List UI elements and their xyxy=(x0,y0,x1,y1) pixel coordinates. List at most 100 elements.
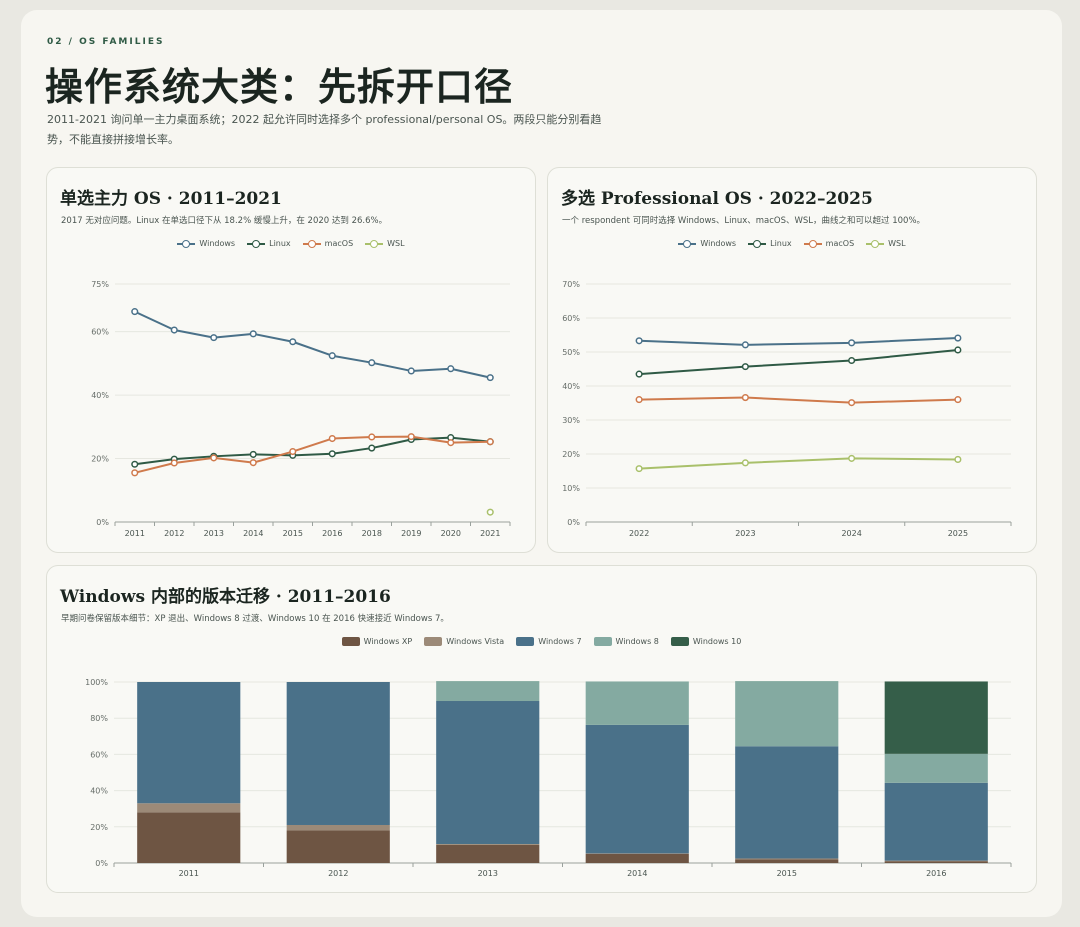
data-point-windows[interactable] xyxy=(848,339,856,347)
bar-segment-windows-8[interactable] xyxy=(436,681,540,702)
data-point-macos[interactable] xyxy=(368,433,376,441)
data-point-windows[interactable] xyxy=(486,374,494,382)
data-point-macos[interactable] xyxy=(848,399,856,407)
data-point-linux[interactable] xyxy=(368,444,376,452)
x-tick-label: 2013 xyxy=(478,869,498,878)
bar-segment-windows-8[interactable] xyxy=(585,681,689,725)
bar-segment-windows-vista[interactable] xyxy=(884,860,988,862)
bar-segment-windows-vista[interactable] xyxy=(286,824,390,831)
legend-item-windows[interactable]: Windows xyxy=(678,239,736,248)
data-point-windows[interactable] xyxy=(289,338,297,346)
bar-segment-windows-10[interactable] xyxy=(884,681,988,754)
bar-segment-windows-xp[interactable] xyxy=(436,844,540,863)
bar-segment-windows-xp[interactable] xyxy=(137,812,241,863)
data-point-macos[interactable] xyxy=(486,438,494,446)
legend-label: Windows Vista xyxy=(446,637,505,646)
bar-segment-windows-xp[interactable] xyxy=(735,859,839,863)
x-tick-label: 2020 xyxy=(441,529,461,538)
data-point-linux[interactable] xyxy=(954,346,962,354)
bar-segment-windows-8[interactable] xyxy=(884,753,988,783)
bar-segment-windows-7[interactable] xyxy=(585,724,689,854)
data-point-macos[interactable] xyxy=(249,459,257,467)
data-point-windows[interactable] xyxy=(741,341,749,349)
bar-segment-windows-xp[interactable] xyxy=(884,861,988,863)
legend-item-windows-xp[interactable]: Windows XP xyxy=(341,637,412,646)
x-tick-label: 2014 xyxy=(627,869,647,878)
bar-segment-windows-7[interactable] xyxy=(137,682,241,804)
bar-segment-windows-xp[interactable] xyxy=(585,853,689,863)
multi-os-panel: 多选 Professional OS · 2022–2025 一个 respon… xyxy=(547,167,1037,553)
legend-item-windows-7[interactable]: Windows 7 xyxy=(516,637,582,646)
legend-item-windows[interactable]: Windows xyxy=(177,239,235,248)
data-point-macos[interactable] xyxy=(954,396,962,404)
data-point-windows[interactable] xyxy=(170,326,178,334)
data-point-macos[interactable] xyxy=(741,394,749,402)
y-tick-label: 30% xyxy=(562,416,580,425)
data-point-linux[interactable] xyxy=(249,450,257,458)
data-point-linux[interactable] xyxy=(328,450,336,458)
x-tick-label: 2021 xyxy=(480,529,500,538)
bar-segment-windows-vista[interactable] xyxy=(436,843,540,845)
data-point-windows[interactable] xyxy=(131,308,139,316)
data-point-wsl[interactable] xyxy=(848,454,856,462)
legend-item-linux[interactable]: Linux xyxy=(247,239,291,248)
bar-segment-windows-xp[interactable] xyxy=(286,830,390,863)
legend-item-wsl[interactable]: WSL xyxy=(866,239,906,248)
x-tick-label: 2016 xyxy=(926,869,946,878)
multi-os-legend: Windows Linux macOS WSL xyxy=(548,239,1036,248)
bar-segment-windows-7[interactable] xyxy=(286,682,390,825)
data-point-linux[interactable] xyxy=(741,363,749,371)
bar-segment-windows-7[interactable] xyxy=(436,701,540,844)
windows-versions-title: Windows 内部的版本迁移 · 2011–2016 xyxy=(60,587,391,607)
data-point-linux[interactable] xyxy=(131,460,139,468)
legend-item-macos[interactable]: macOS xyxy=(803,239,854,248)
legend-item-linux[interactable]: Linux xyxy=(748,239,792,248)
data-point-macos[interactable] xyxy=(407,433,415,441)
data-point-windows[interactable] xyxy=(249,330,257,338)
data-point-macos[interactable] xyxy=(328,434,336,443)
bar-segment-windows-7[interactable] xyxy=(735,746,839,859)
legend-item-wsl[interactable]: WSL xyxy=(365,239,405,248)
y-tick-label: 40% xyxy=(90,787,108,796)
windows-versions-panel: Windows 内部的版本迁移 · 2011–2016 早期问卷保留版本细节：X… xyxy=(46,565,1037,893)
x-tick-label: 2011 xyxy=(179,869,199,878)
bar-segment-windows-vista[interactable] xyxy=(735,858,839,860)
bar-segment-windows-8[interactable] xyxy=(735,681,839,747)
data-point-macos[interactable] xyxy=(289,448,297,456)
data-point-wsl[interactable] xyxy=(486,508,494,516)
legend-item-windows-vista[interactable]: Windows Vista xyxy=(424,637,504,646)
data-point-macos[interactable] xyxy=(447,439,455,447)
data-point-windows[interactable] xyxy=(447,365,455,373)
data-point-linux[interactable] xyxy=(848,356,856,365)
legend-item-windows-10[interactable]: Windows 10 xyxy=(670,637,741,646)
data-point-wsl[interactable] xyxy=(635,465,643,473)
data-point-macos[interactable] xyxy=(210,454,218,462)
legend-item-macos[interactable]: macOS xyxy=(302,239,353,248)
x-tick-label: 2014 xyxy=(243,529,263,538)
bar-segment-windows-7[interactable] xyxy=(884,782,988,861)
data-point-windows[interactable] xyxy=(328,352,336,360)
legend-swatch xyxy=(341,637,360,646)
data-point-windows[interactable] xyxy=(407,367,415,375)
series-line-linux xyxy=(134,436,491,466)
data-point-macos[interactable] xyxy=(170,459,178,467)
x-tick-label: 2025 xyxy=(948,529,968,538)
legend-item-windows-8[interactable]: Windows 8 xyxy=(593,637,659,646)
data-point-windows[interactable] xyxy=(210,334,218,342)
data-point-wsl[interactable] xyxy=(741,459,749,467)
data-point-wsl[interactable] xyxy=(954,455,962,463)
data-point-windows[interactable] xyxy=(635,337,643,345)
legend-swatch xyxy=(593,637,612,646)
bar-segment-windows-vista[interactable] xyxy=(137,803,241,813)
series-line-wsl xyxy=(639,457,958,470)
data-point-macos[interactable] xyxy=(131,469,139,477)
single-os-legend: Windows Linux macOS WSL xyxy=(47,239,535,248)
data-point-macos[interactable] xyxy=(635,396,643,404)
data-point-linux[interactable] xyxy=(635,370,643,378)
x-tick-label: 2012 xyxy=(164,529,184,538)
bar-segment-windows-vista[interactable] xyxy=(585,853,689,854)
data-point-windows[interactable] xyxy=(368,359,376,367)
y-tick-label: 50% xyxy=(562,348,580,357)
data-point-windows[interactable] xyxy=(954,334,962,342)
y-tick-label: 40% xyxy=(91,391,109,400)
